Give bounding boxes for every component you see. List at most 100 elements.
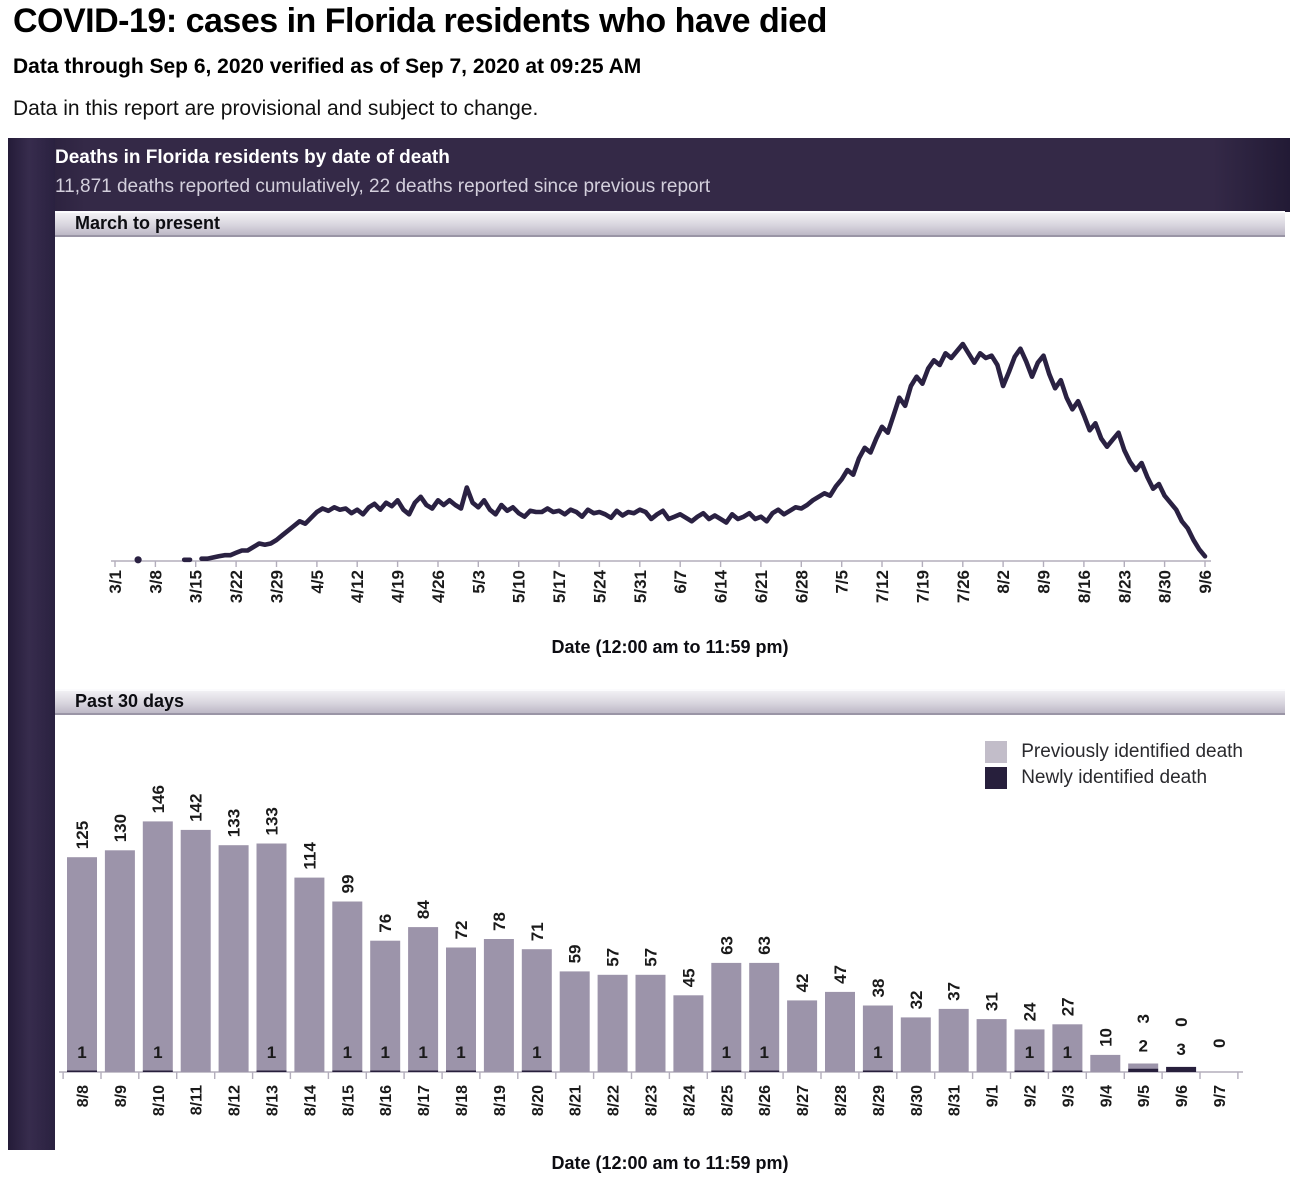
svg-text:1: 1 (77, 1043, 86, 1062)
svg-text:6/28: 6/28 (792, 570, 811, 603)
bar-previous-8/10 (142, 821, 173, 1071)
bar-newly-8/10 (142, 1070, 173, 1072)
svg-text:0: 0 (1172, 1017, 1191, 1026)
svg-text:8/16: 8/16 (1075, 570, 1094, 603)
bar-previous-9/4 (1090, 1054, 1121, 1072)
svg-text:8/31: 8/31 (947, 1085, 964, 1116)
bar-previous-8/13 (256, 843, 287, 1071)
bar-previous-8/15 (332, 901, 363, 1071)
svg-text:3: 3 (1176, 1040, 1185, 1059)
svg-text:8/27: 8/27 (795, 1085, 812, 1116)
svg-text:8/22: 8/22 (606, 1085, 623, 1116)
bar-newly-8/13 (256, 1070, 287, 1072)
svg-text:8/16: 8/16 (378, 1085, 395, 1116)
svg-text:38: 38 (869, 979, 888, 998)
svg-text:4/19: 4/19 (389, 570, 408, 603)
svg-text:7/5: 7/5 (833, 570, 852, 594)
bar-newly-9/5 (1128, 1068, 1159, 1072)
bar-chart-box: 8/8 8/9 8/10 8/11 8/12 8/13 8/14 8/15 8/16 8/17 8/… (55, 715, 1285, 1179)
bar-previous-8/25 (711, 962, 742, 1071)
svg-text:84: 84 (414, 900, 433, 919)
bar-newly-8/15 (332, 1070, 363, 1072)
section-label-past30: Past 30 days (75, 691, 185, 711)
svg-text:142: 142 (187, 794, 206, 822)
svg-text:8/8: 8/8 (75, 1085, 92, 1107)
bar-previous-8/20 (521, 949, 552, 1071)
svg-text:1: 1 (267, 1043, 276, 1062)
svg-text:1: 1 (759, 1043, 768, 1062)
bar-newly-8/20 (521, 1070, 552, 1072)
svg-text:10: 10 (1096, 1028, 1115, 1047)
bar-x-axis: 8/8 8/9 8/10 8/11 8/12 8/13 8/14 8/15 8/16 8/17 8/… (59, 1071, 1243, 1116)
svg-text:8/30: 8/30 (1156, 570, 1175, 603)
line-x-axis-title: Date (12:00 am to 11:59 pm) (551, 637, 789, 657)
page-title: COVID-19: cases in Florida residents who… (13, 2, 827, 40)
svg-text:1: 1 (873, 1043, 882, 1062)
death-line-series (134, 341, 1208, 564)
svg-text:4/12: 4/12 (348, 570, 367, 603)
svg-text:8/11: 8/11 (189, 1085, 206, 1115)
bar-previous-9/1 (976, 1019, 1007, 1072)
previously-identified-swatch-icon (985, 741, 1008, 763)
svg-text:9/5: 9/5 (1136, 1085, 1153, 1107)
svg-text:9/1: 9/1 (985, 1085, 1002, 1107)
svg-text:3/8: 3/8 (146, 570, 165, 594)
svg-text:133: 133 (225, 809, 244, 837)
svg-text:9/6: 9/6 (1196, 570, 1215, 594)
bar-previous-8/24 (673, 995, 704, 1072)
svg-text:8/24: 8/24 (681, 1085, 698, 1116)
svg-text:1: 1 (1025, 1043, 1034, 1062)
svg-text:8/30: 8/30 (909, 1085, 926, 1116)
bar-newly-8/29 (862, 1070, 893, 1072)
bar-previous-8/8 (67, 857, 97, 1071)
svg-text:78: 78 (490, 912, 509, 931)
svg-text:31: 31 (983, 992, 1002, 1011)
svg-text:8/20: 8/20 (530, 1085, 547, 1116)
svg-text:3/1: 3/1 (106, 570, 125, 594)
line-chart-box: 3/1 3/8 3/15 3/22 3/29 4/5 4/12 4/19 4/26 5/3 5/10… (55, 237, 1285, 689)
svg-text:3/15: 3/15 (187, 570, 206, 603)
bar-newly-9/2 (1014, 1070, 1045, 1072)
svg-text:76: 76 (376, 914, 395, 933)
bar-previous-8/18 (446, 947, 476, 1071)
svg-text:37: 37 (945, 982, 964, 1001)
svg-text:8/13: 8/13 (265, 1085, 282, 1116)
svg-text:1: 1 (1063, 1043, 1072, 1062)
svg-text:4/26: 4/26 (429, 570, 448, 603)
bar-previous-8/9 (104, 850, 135, 1072)
svg-text:6/14: 6/14 (712, 569, 731, 603)
svg-text:24: 24 (1021, 1002, 1040, 1021)
newly-identified-swatch-icon (985, 767, 1008, 789)
bar-newly-9/6 (1166, 1066, 1197, 1072)
bar-previous-8/28 (825, 991, 855, 1072)
svg-text:3: 3 (1134, 1014, 1153, 1023)
svg-text:9/7: 9/7 (1212, 1085, 1229, 1107)
svg-text:57: 57 (642, 948, 661, 967)
legend: Previously identified death Newly identi… (985, 741, 1243, 793)
svg-text:114: 114 (300, 842, 319, 870)
provisional-note: Data in this report are provisional and … (13, 97, 539, 120)
svg-text:8/15: 8/15 (340, 1085, 357, 1116)
svg-text:8/21: 8/21 (568, 1085, 585, 1116)
svg-text:8/18: 8/18 (454, 1085, 471, 1116)
svg-text:5/3: 5/3 (469, 570, 488, 594)
bar-previous-8/26 (749, 962, 780, 1071)
svg-text:59: 59 (566, 944, 585, 963)
svg-text:7/12: 7/12 (873, 570, 892, 603)
svg-text:6/7: 6/7 (671, 570, 690, 594)
bar-previous-9/3 (1052, 1024, 1083, 1071)
svg-text:9/4: 9/4 (1098, 1085, 1115, 1107)
legend-item-previous: Previously identified death (985, 741, 1243, 763)
svg-text:8/23: 8/23 (1115, 570, 1134, 603)
svg-text:8/9: 8/9 (1035, 570, 1054, 594)
svg-text:8/19: 8/19 (492, 1085, 509, 1116)
svg-text:1: 1 (380, 1043, 389, 1062)
svg-text:9/2: 9/2 (1023, 1085, 1040, 1107)
svg-text:71: 71 (528, 922, 547, 941)
svg-text:130: 130 (111, 814, 130, 842)
bar-newly-8/25 (711, 1070, 742, 1072)
svg-text:4/5: 4/5 (308, 570, 327, 594)
svg-text:7/26: 7/26 (954, 570, 973, 603)
deaths-panel-header: Deaths in Florida residents by date of d… (8, 138, 1290, 212)
